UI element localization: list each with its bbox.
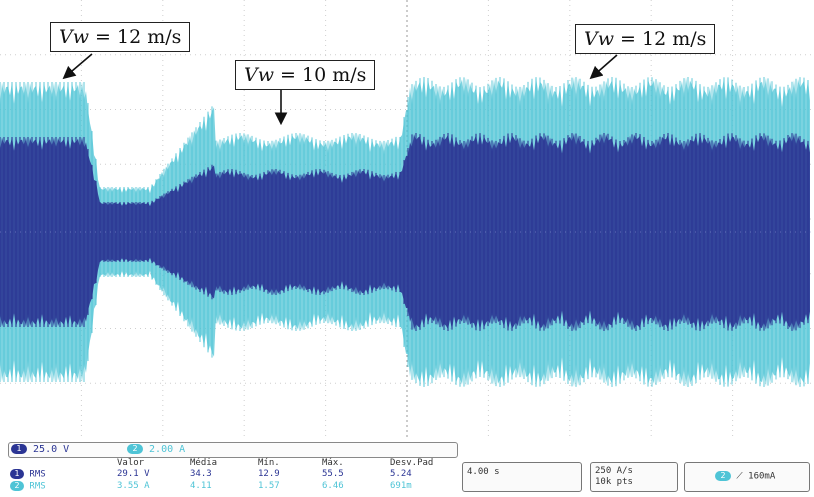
record-length: 10k pts [595, 477, 633, 487]
row2-media: 4.11 [190, 481, 212, 491]
annotation-right-var: Vw [584, 28, 614, 50]
waveform-plot [0, 0, 814, 438]
row2-desvpad: 691m [390, 481, 412, 491]
annotation-left-text: = 12 m/s [88, 26, 182, 48]
row1-label: 1 RMS [10, 469, 46, 480]
row1-valor: 29.1 V [117, 469, 150, 479]
annotation-right: Vw = 12 m/s [575, 24, 716, 54]
trigger-level: 160mA [748, 471, 776, 482]
row1-min: 12.9 [258, 469, 280, 479]
header-valor: Valor [117, 458, 145, 468]
ch1-scale[interactable]: 1 25.0 V [11, 444, 69, 455]
annotation-left-var: Vw [59, 26, 89, 48]
sample-rate: 250 A/s [595, 466, 633, 476]
row2-label: 2 RMS [10, 481, 46, 492]
header-max: Máx. [322, 458, 344, 468]
annotation-right-text: = 12 m/s [613, 28, 707, 50]
annotation-left: Vw = 12 m/s [50, 22, 191, 52]
header-media: Média [190, 458, 218, 468]
trigger-readout: 2 ⟋ 160mA [715, 471, 775, 482]
trigger-box[interactable]: 2 ⟋ 160mA [684, 462, 810, 492]
ch1-scale-value: 25.0 V [33, 444, 70, 455]
annotation-middle-text: = 10 m/s [273, 64, 367, 86]
annotation-middle: Vw = 10 m/s [235, 60, 376, 90]
ch2-badge-icon: 2 [127, 444, 143, 454]
row1-desvpad: 5.24 [390, 469, 412, 479]
row1-media: 34.3 [190, 469, 212, 479]
measurement-panel: 1 25.0 V 2 2.00 A Valor Média Mín. Máx. … [0, 438, 814, 497]
trigger-slope-icon: ⟋ [736, 471, 743, 482]
channel-scale-row: 1 25.0 V 2 2.00 A [8, 442, 458, 458]
ch1-badge-icon: 1 [11, 444, 27, 454]
annotation-middle-var: Vw [244, 64, 274, 86]
ch2-scale-value: 2.00 A [149, 444, 186, 455]
row2-min: 1.57 [258, 481, 280, 491]
row1-max: 55.5 [322, 469, 344, 479]
header-desvpad: Desv.Pad [390, 458, 434, 468]
acquisition-box[interactable]: 250 A/s 10k pts [590, 462, 678, 492]
row2-valor: 3.55 A [117, 481, 150, 491]
header-min: Mín. [258, 458, 280, 468]
trigger-channel-badge-icon: 2 [715, 471, 731, 481]
ch2-scale[interactable]: 2 2.00 A [127, 444, 185, 455]
row2-max: 6.46 [322, 481, 344, 491]
timebase-value: 4.00 s [467, 467, 500, 477]
timebase-box[interactable]: 4.00 s [462, 462, 582, 492]
